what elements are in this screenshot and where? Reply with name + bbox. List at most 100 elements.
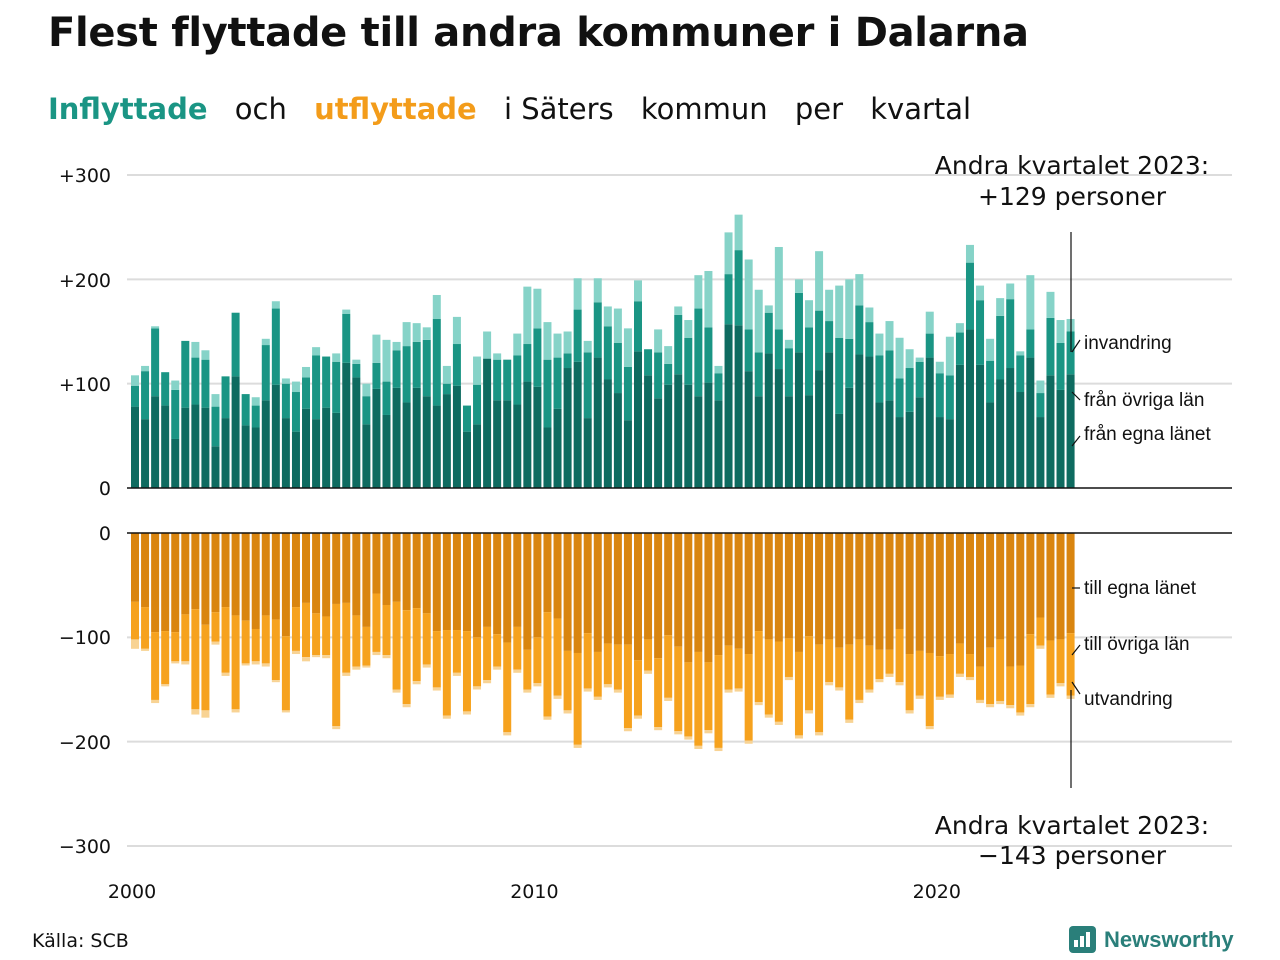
bar-in-1	[483, 358, 492, 488]
bar-out-1	[734, 533, 743, 649]
bar-in-1	[352, 377, 361, 488]
bar-in-2	[935, 373, 944, 418]
bar-out-3	[201, 710, 210, 718]
bar-in-1	[724, 324, 733, 488]
bar-in-1	[603, 379, 612, 488]
bar-in-1	[905, 411, 914, 488]
bar-out-2	[905, 654, 914, 711]
bar-in-3	[915, 357, 924, 362]
bar-in-2	[352, 363, 361, 378]
bar-out-3	[312, 655, 321, 658]
bar-out-1	[794, 533, 803, 652]
bar-in-3	[1006, 283, 1015, 300]
bar-out-1	[141, 533, 150, 608]
bar-out-3	[774, 721, 783, 725]
bar-out-3	[714, 747, 723, 752]
bar-in-1	[141, 419, 150, 488]
bar-out-3	[905, 710, 914, 714]
newsworthy-icon	[1069, 926, 1096, 953]
bar-out-3	[664, 697, 673, 701]
bar-in-2	[965, 262, 974, 330]
bar-in-3	[925, 311, 934, 334]
bar-out-3	[151, 699, 160, 704]
bar-in-1	[563, 368, 572, 488]
bar-out-2	[171, 632, 180, 662]
source-label: Källa: SCB	[32, 930, 129, 952]
bar-in-2	[734, 250, 743, 326]
bar-out-3	[583, 688, 592, 692]
bar-in-1	[784, 396, 793, 488]
bar-out-2	[784, 638, 793, 677]
series-leader-line	[1071, 681, 1081, 695]
bar-out-2	[151, 632, 160, 700]
bar-in-2	[382, 381, 391, 415]
bar-in-1	[1046, 375, 1055, 488]
bar-in-3	[523, 286, 532, 345]
bar-in-2	[241, 394, 250, 426]
bar-out-2	[1026, 634, 1035, 705]
bar-out-1	[644, 533, 653, 640]
bar-in-1	[462, 431, 471, 488]
bar-in-2	[805, 327, 814, 396]
bar-in-1	[493, 400, 502, 488]
x-tick-label: 2010	[510, 881, 558, 903]
bar-out-1	[563, 533, 572, 651]
brand-logo[interactable]: Newsworthy	[1069, 926, 1234, 953]
bar-out-2	[1046, 640, 1055, 695]
chart-subtitle: Inflyttade och utflyttade i Säters kommu…	[48, 92, 989, 126]
bar-out-2	[794, 651, 803, 736]
bar-in-3	[865, 307, 874, 323]
bar-in-1	[382, 414, 391, 488]
bar-in-1	[965, 329, 974, 488]
bar-in-1	[452, 385, 461, 488]
bar-out-1	[1066, 533, 1075, 634]
bar-out-2	[251, 628, 260, 662]
bar-out-2	[312, 613, 321, 656]
bar-in-3	[553, 333, 562, 358]
bar-in-3	[291, 381, 300, 393]
bar-out-2	[392, 601, 401, 690]
bar-in-3	[885, 321, 894, 351]
bar-in-1	[684, 384, 693, 488]
bar-out-2	[513, 626, 522, 670]
bar-in-2	[996, 315, 1005, 380]
bar-out-1	[452, 533, 461, 631]
bar-in-2	[302, 377, 311, 409]
bar-out-3	[553, 695, 562, 699]
x-tick-label: 2020	[913, 881, 961, 903]
bar-in-3	[905, 349, 914, 369]
bar-in-2	[412, 341, 421, 388]
bar-out-2	[141, 607, 150, 649]
bar-out-3	[412, 681, 421, 685]
bar-in-2	[845, 338, 854, 388]
y-tick-label: −100	[59, 627, 111, 649]
subtitle-inflyttade: Inflyttade	[48, 92, 208, 126]
bar-out-2	[1016, 665, 1025, 713]
bar-out-1	[895, 533, 904, 629]
bar-in-2	[895, 378, 904, 418]
bar-out-3	[885, 673, 894, 677]
bar-in-2	[634, 301, 642, 352]
bar-in-3	[774, 246, 783, 330]
bar-out-2	[1066, 633, 1075, 696]
bar-in-2	[654, 352, 663, 399]
bar-in-1	[1016, 392, 1025, 488]
bar-in-3	[201, 350, 210, 360]
bar-out-3	[965, 676, 974, 681]
bar-out-3	[483, 680, 492, 684]
bar-out-2	[412, 608, 421, 682]
bar-in-2	[905, 368, 914, 412]
bar-out-1	[784, 533, 793, 639]
bar-out-3	[825, 682, 834, 686]
bar-out-2	[422, 613, 431, 665]
bar-out-2	[402, 610, 411, 705]
bar-out-3	[744, 740, 753, 744]
bar-out-2	[935, 656, 944, 697]
bar-in-1	[1066, 374, 1075, 488]
bar-in-2	[794, 292, 803, 353]
bar-in-1	[543, 427, 552, 488]
bar-in-2	[593, 302, 602, 358]
bar-in-2	[442, 383, 451, 395]
bar-in-2	[493, 359, 502, 401]
bar-out-3	[181, 661, 190, 665]
